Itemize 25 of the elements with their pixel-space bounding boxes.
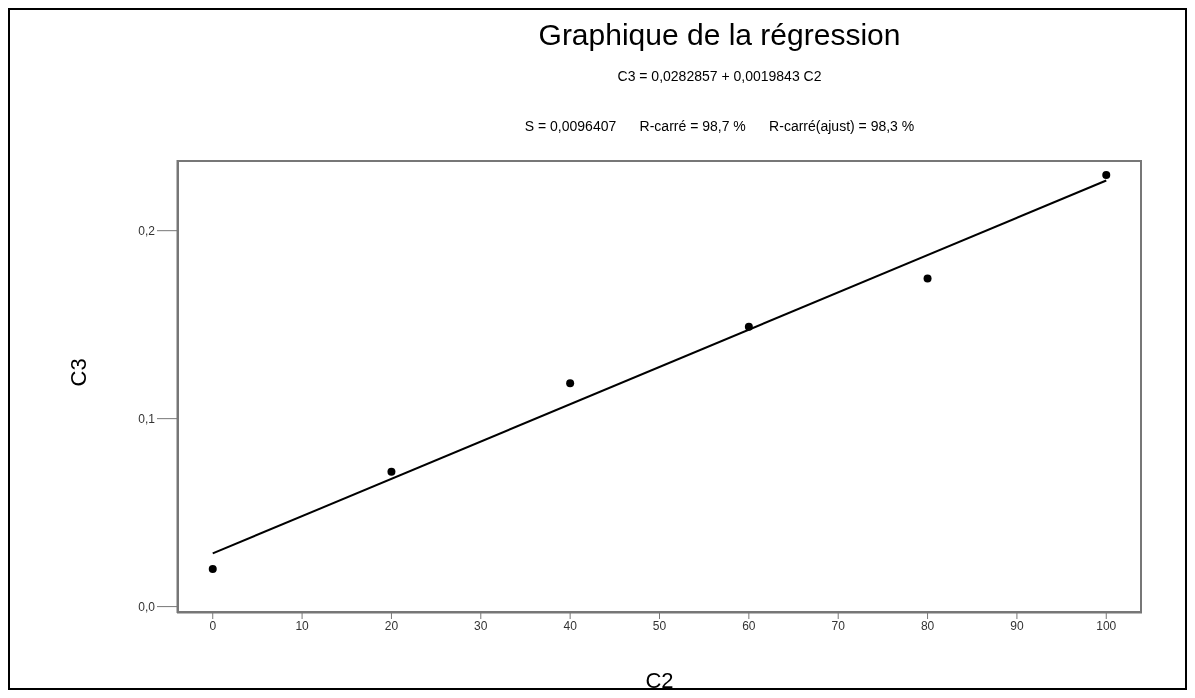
y-tick-label: 0,0 <box>138 599 156 614</box>
y-axis-title: C3 <box>65 358 91 387</box>
x-tick-label: 70 <box>831 618 846 633</box>
x-tick-label: 20 <box>384 618 399 633</box>
text: C3 = 0,0282857 + 0,0019843 C2 <box>617 68 822 84</box>
text: S = 0,0096407 R-carré = 98,7 % R-carré(ajust) = 98,3 % <box>524 118 915 134</box>
x-tick-label: 30 <box>474 618 488 633</box>
y-tick-label: 0,2 <box>138 223 156 238</box>
point <box>387 467 396 476</box>
y-tick-label: 0,1 <box>138 411 156 426</box>
chart-title: Graphique de la régression <box>538 18 901 51</box>
x-tick-label: 80 <box>920 618 935 633</box>
x-tick-label: 10 <box>295 618 310 633</box>
x-tick-label: 90 <box>1010 618 1024 633</box>
x-tick-label: 50 <box>652 618 667 633</box>
point <box>744 322 753 331</box>
x-tick-label: 40 <box>563 618 578 633</box>
x-tick-label: 0 <box>209 618 217 633</box>
x-tick-label: 60 <box>742 618 756 633</box>
x-axis-title: C2 <box>645 668 674 693</box>
point <box>208 565 217 574</box>
point <box>923 274 932 283</box>
point <box>1102 171 1111 180</box>
x-tick-label: 100 <box>1096 618 1117 633</box>
point <box>566 379 575 388</box>
